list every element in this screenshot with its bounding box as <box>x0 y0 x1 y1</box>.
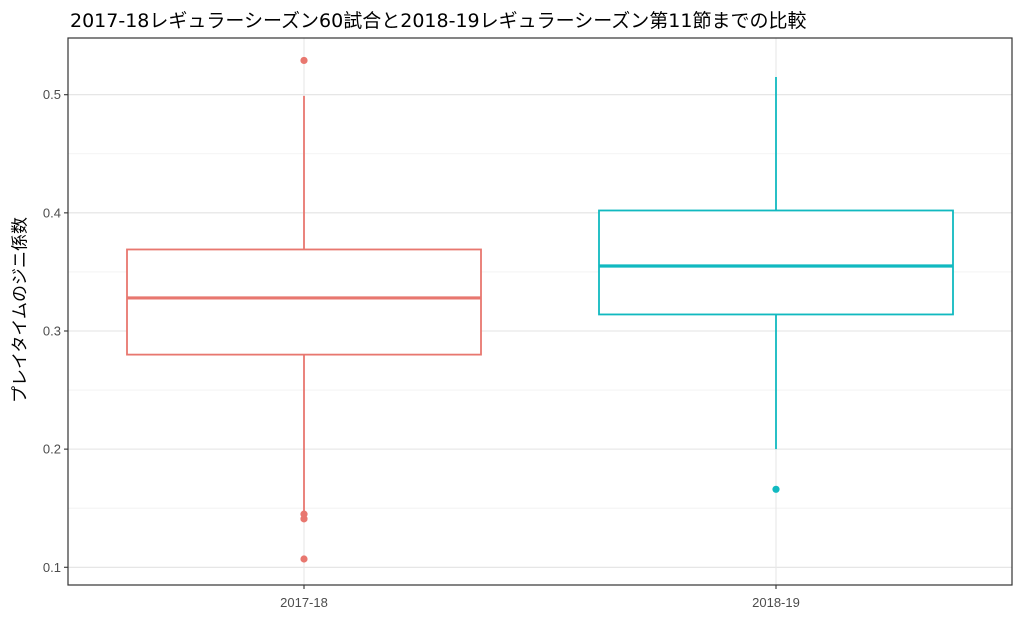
y-tick-label: 0.2 <box>43 442 61 457</box>
panel-border <box>67 37 1013 586</box>
outlier-point <box>772 485 780 493</box>
chart-title: 2017-18レギュラーシーズン60試合と2018-19レギュラーシーズン第11… <box>70 10 807 32</box>
outlier-point <box>300 515 308 523</box>
outlier-point <box>300 555 308 563</box>
y-tick-label: 0.1 <box>43 560 61 575</box>
x-tick-label: 2018-19 <box>752 595 800 610</box>
box-iqr <box>598 209 954 316</box>
y-tick-label: 0.4 <box>43 205 61 220</box>
box-iqr <box>126 248 482 356</box>
y-tick-label: 0.5 <box>43 87 61 102</box>
x-tick-label: 2017-18 <box>280 595 328 610</box>
y-tick-label: 0.3 <box>43 323 61 338</box>
outlier-point <box>300 56 308 65</box>
